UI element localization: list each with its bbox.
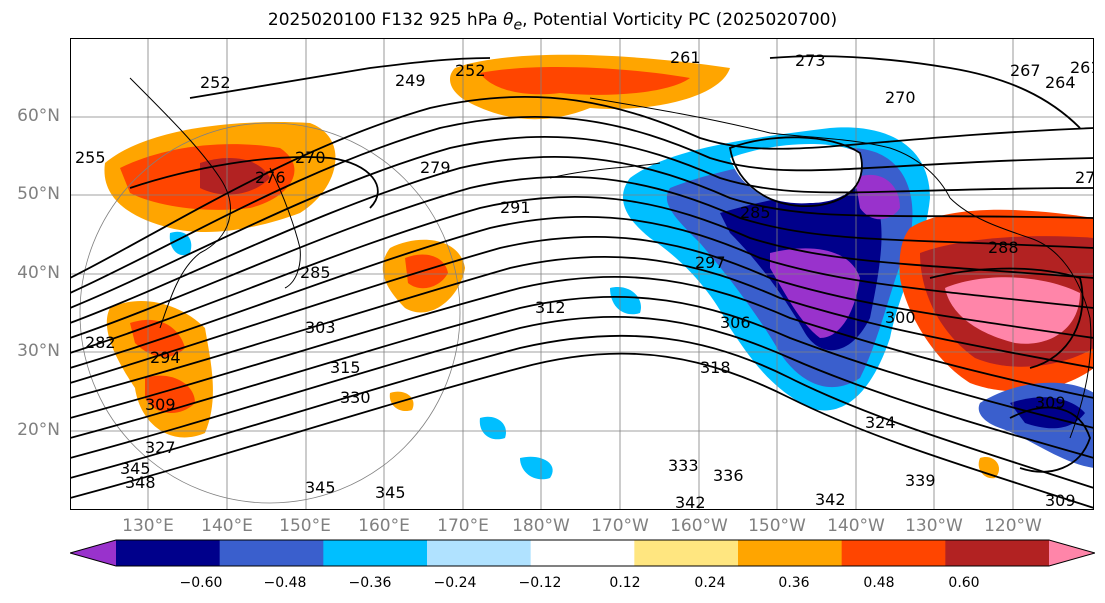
lon-label: 120°W xyxy=(984,516,1042,536)
contour-label: 255 xyxy=(75,148,106,167)
lon-label: 130°W xyxy=(905,516,963,536)
colorbar-tick: −0.60 xyxy=(179,575,223,591)
pv-shading xyxy=(104,54,1094,480)
lon-label: 160°W xyxy=(670,516,728,536)
contour-label: 315 xyxy=(330,358,361,377)
colorbar-tick: 0.12 xyxy=(609,575,641,591)
contour-label: 282 xyxy=(85,333,116,352)
colorbar-segment xyxy=(841,540,946,566)
colorbar-segment xyxy=(427,540,532,566)
contour-label: 306 xyxy=(720,313,751,332)
contour-label: 330 xyxy=(340,388,371,407)
colorbar-tick: −0.12 xyxy=(518,575,562,591)
contour-label: 285 xyxy=(740,203,771,222)
contour-label: 300 xyxy=(885,308,916,327)
contour-label: 252 xyxy=(455,61,486,80)
contour-label: 279 xyxy=(420,158,451,177)
colorbar-tick: −0.36 xyxy=(348,575,392,591)
lon-label: 170°W xyxy=(591,516,649,536)
lon-label: 160°E xyxy=(358,516,410,536)
contour-label: 270 xyxy=(885,88,916,107)
contour-label: 342 xyxy=(815,490,846,509)
contour-label: 294 xyxy=(150,348,181,367)
colorbar-segment xyxy=(945,540,1050,566)
lon-label: 140°E xyxy=(201,516,253,536)
colorbar-tick: 0.24 xyxy=(694,575,726,591)
colorbar-segment xyxy=(634,540,739,566)
plot-title: 2025020100 F132 925 hPa θe, Potential Vo… xyxy=(267,10,838,34)
contour-label: 312 xyxy=(535,298,566,317)
colorbar-segment xyxy=(116,540,221,566)
colorbar-tick: 0.48 xyxy=(863,575,895,591)
theta-e-contours xyxy=(70,55,1094,509)
lat-label: 60°N xyxy=(17,106,60,126)
contour-label: 288 xyxy=(988,238,1019,257)
contour-label: 252 xyxy=(200,73,231,92)
contour-label: 297 xyxy=(695,253,726,272)
contour-label: 327 xyxy=(145,438,176,457)
map-panel: 252 249 252 261 273 270 267 264 261 255 … xyxy=(70,38,1094,510)
lat-label: 30°N xyxy=(17,341,60,361)
contour-label: 309 xyxy=(1045,491,1076,510)
contour-label: 267 xyxy=(1010,61,1041,80)
contour-label: 345 xyxy=(120,459,151,478)
colorbar-extension-high xyxy=(1049,540,1095,566)
lon-label: 170°E xyxy=(437,516,489,536)
contour-label: 270 xyxy=(295,148,326,167)
colorbar-extension-low xyxy=(70,540,116,566)
colorbar-segment xyxy=(738,540,843,566)
contour-label: 261 xyxy=(1070,58,1094,77)
contour-label: 285 xyxy=(300,263,331,282)
contour-label: 309 xyxy=(1035,393,1066,412)
lon-label: 130°E xyxy=(122,516,174,536)
contour-label: 303 xyxy=(305,318,336,337)
contour-label: 336 xyxy=(713,466,744,485)
colorbar xyxy=(70,539,1095,567)
contour-label: 318 xyxy=(700,358,731,377)
lon-label: 180°W xyxy=(512,516,570,536)
lon-label: 150°W xyxy=(748,516,806,536)
colorbar-tick: −0.24 xyxy=(433,575,477,591)
contour-label: 276 xyxy=(1075,168,1094,187)
contour-label: 273 xyxy=(795,51,826,70)
contour-label: 261 xyxy=(670,48,701,67)
contour-label: 324 xyxy=(865,413,896,432)
lat-label: 50°N xyxy=(17,184,60,204)
lon-label: 140°W xyxy=(827,516,885,536)
contour-label: 276 xyxy=(255,168,286,187)
contour-label: 348 xyxy=(125,473,156,492)
contour-label: 345 xyxy=(305,478,336,497)
contour-label: 264 xyxy=(1045,73,1076,92)
contour-label: 333 xyxy=(668,456,699,475)
contour-label: 339 xyxy=(905,471,936,490)
colorbar-tick: 0.36 xyxy=(778,575,810,591)
colorbar-segment xyxy=(323,540,428,566)
contour-label: 345 xyxy=(375,483,406,502)
lon-label: 150°E xyxy=(279,516,331,536)
lat-label: 40°N xyxy=(17,263,60,283)
colorbar-tick: −0.48 xyxy=(263,575,307,591)
colorbar-tick: 0.60 xyxy=(948,575,980,591)
contour-labels: 252 249 252 261 273 270 267 264 261 255 … xyxy=(75,48,1094,510)
contour-label: 291 xyxy=(500,198,531,217)
lat-label: 20°N xyxy=(17,420,60,440)
colorbar-segment xyxy=(530,540,635,566)
contour-label: 309 xyxy=(145,395,176,414)
contour-label: 249 xyxy=(395,71,426,90)
contour-label: 342 xyxy=(675,493,706,510)
colorbar-segment xyxy=(219,540,324,566)
